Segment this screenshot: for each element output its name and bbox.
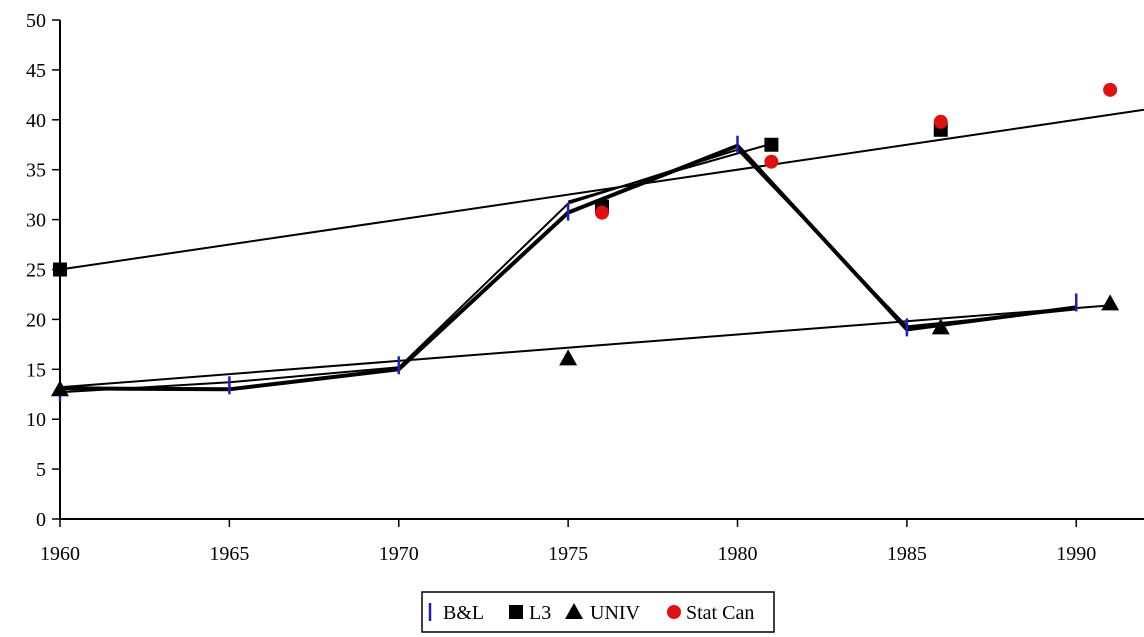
legend-label-l3: L3 (529, 602, 551, 624)
data-point-l3 (764, 137, 779, 152)
y-tick-label: 5 (36, 459, 46, 481)
y-tick-label: 45 (26, 60, 46, 82)
y-tick-label: 0 (36, 509, 46, 531)
chart-legend: B&L L3 UNIV Stat Can (421, 591, 775, 633)
y-tick-label: 40 (26, 110, 46, 132)
data-point-l3 (53, 262, 67, 277)
chart-tick-labels: 0 5 10 15 20 25 30 35 40 45 50 1960 1965 1970 1975 1980… (26, 10, 1096, 565)
series-line (59, 304, 1111, 389)
chart-series-lines (59, 108, 1144, 394)
data-point-stat-can (595, 205, 609, 220)
x-tick-label: 1985 (887, 543, 927, 565)
x-tick-label: 1990 (1056, 543, 1096, 565)
data-point-stat-can (764, 154, 779, 169)
y-tick-label: 10 (26, 409, 46, 431)
data-point-univ (1101, 294, 1120, 311)
y-tick-label: 50 (26, 10, 46, 32)
legend-label-univ: UNIV (590, 602, 641, 624)
y-tick-label: 25 (26, 260, 46, 282)
y-tick-label: 20 (26, 309, 46, 331)
data-point-stat-can (933, 114, 948, 129)
legend-box (421, 591, 775, 633)
y-tick-label: 30 (26, 210, 46, 232)
legend-label-stat-can: Stat Can (686, 602, 754, 624)
legend-label-b-l: B&L (443, 602, 484, 624)
x-tick-label: 1970 (379, 543, 419, 565)
data-point-univ (931, 318, 950, 335)
chart-axes (52, 19, 1144, 527)
legend-marker-stat-can (667, 605, 681, 619)
data-point-stat-can (1103, 82, 1118, 97)
chart-markers (51, 82, 1120, 402)
legend-marker-l3 (509, 605, 523, 619)
x-tick-label: 1965 (209, 543, 249, 565)
x-tick-label: 1960 (40, 543, 80, 565)
series-line (59, 108, 1144, 271)
y-tick-label: 35 (26, 160, 46, 182)
data-point-univ (559, 349, 578, 366)
x-tick-label: 1980 (718, 543, 758, 565)
y-tick-label: 15 (26, 359, 46, 381)
series-line (567, 142, 772, 203)
x-tick-label: 1975 (548, 543, 588, 565)
legend-marker-univ (565, 603, 583, 619)
data-point-univ (51, 380, 69, 397)
